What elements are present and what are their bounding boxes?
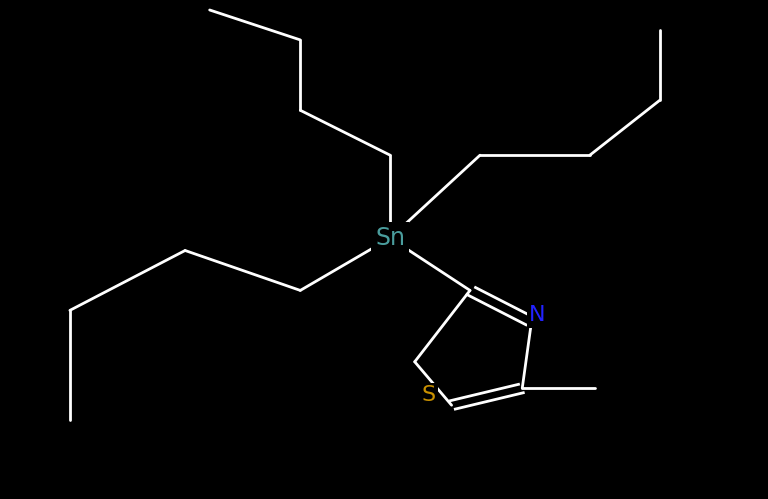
Text: Sn: Sn [375,226,406,250]
Text: S: S [422,385,435,405]
Text: N: N [529,305,546,325]
